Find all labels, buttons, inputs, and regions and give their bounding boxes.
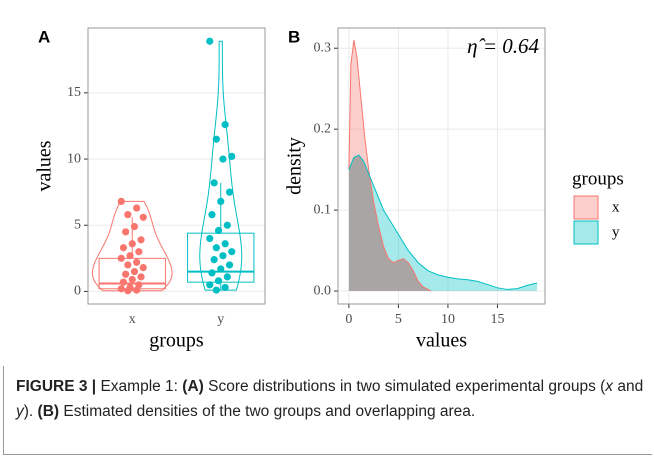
point [228,248,236,256]
panel-background [88,28,265,304]
y-tick-label: 0.1 [314,202,332,217]
point [139,263,147,272]
point [126,252,134,260]
y-tick-label: 15 [67,85,81,100]
x-tick-label: 15 [490,312,504,327]
caption-text: Example 1: [96,378,183,395]
point [124,287,132,295]
point [122,228,130,236]
y-tick-label: 0.3 [314,40,332,55]
point [128,275,136,284]
point [221,121,229,129]
point [208,211,216,219]
point [139,213,147,221]
point [221,283,229,292]
y-tick-label: 0.0 [314,283,332,298]
caption-text: x [605,378,614,395]
caption-label: FIGURE 3 | [16,378,97,395]
point [137,236,145,244]
y-axis-title: density [284,137,306,195]
point [214,226,223,235]
caption-text: ). [23,403,38,420]
caption-text: (B) [37,403,60,420]
point [124,211,132,219]
density-line [348,154,538,290]
x-tick-label: x [129,312,136,327]
caption-text: (A) [182,378,204,395]
point [119,278,128,286]
panel-label: A [38,27,50,46]
point [206,37,214,45]
area [348,155,538,292]
point [206,281,214,289]
panel-border [87,27,266,305]
point [225,188,234,196]
point [217,197,225,206]
caption-text: Estimated densities of the two groups an… [59,403,476,420]
caption-text: Score distributions in two simulated exp… [203,378,606,395]
point [212,244,220,252]
point [130,222,139,231]
caption-text: y [16,403,24,420]
x-tick-label: 0 [345,312,352,327]
violin [199,40,243,291]
panel-label: B [288,27,300,46]
point [214,277,223,285]
point [124,261,132,269]
point [119,244,128,252]
point [225,261,234,269]
legend-title: groups [572,168,624,189]
point [212,286,220,294]
point [206,234,214,243]
y-tick-label: 5 [74,217,81,232]
x-tick-label: 10 [441,312,455,327]
point [128,240,136,248]
point [135,248,143,256]
x-tick-label: 5 [395,312,402,327]
panel-border [337,27,546,305]
y-tick-label: 0.2 [314,121,332,136]
point [133,204,141,212]
point [223,221,231,229]
y-tick-label: 0 [74,284,81,299]
point [219,155,227,163]
density-line [348,40,432,292]
legend-label: y [612,224,620,240]
annotation: η̂ = 0.64 [467,34,539,58]
point [117,285,125,293]
legend-swatch [573,220,599,245]
point [210,179,218,187]
point [137,273,145,281]
point [133,286,141,294]
point [228,152,236,161]
point [130,267,139,276]
point [223,273,231,281]
y-tick-label: 10 [67,151,81,166]
x-axis-title: values [416,330,467,352]
point [210,256,218,264]
point [208,269,216,277]
point [117,197,125,206]
point [217,265,225,273]
legend-swatch [573,195,599,220]
point [133,258,141,266]
point [117,254,125,262]
x-axis-title: groups [149,330,204,352]
point [122,270,130,278]
caption: FIGURE 3 | Example 1: (A) Score distribu… [3,366,652,455]
point [212,135,220,143]
legend-label: x [612,199,620,215]
point [221,240,229,248]
point [219,252,227,260]
x-tick-label: y [217,312,224,327]
y-axis-title: values [34,140,56,191]
overlap-area [348,155,432,292]
caption-text: and [613,378,644,395]
